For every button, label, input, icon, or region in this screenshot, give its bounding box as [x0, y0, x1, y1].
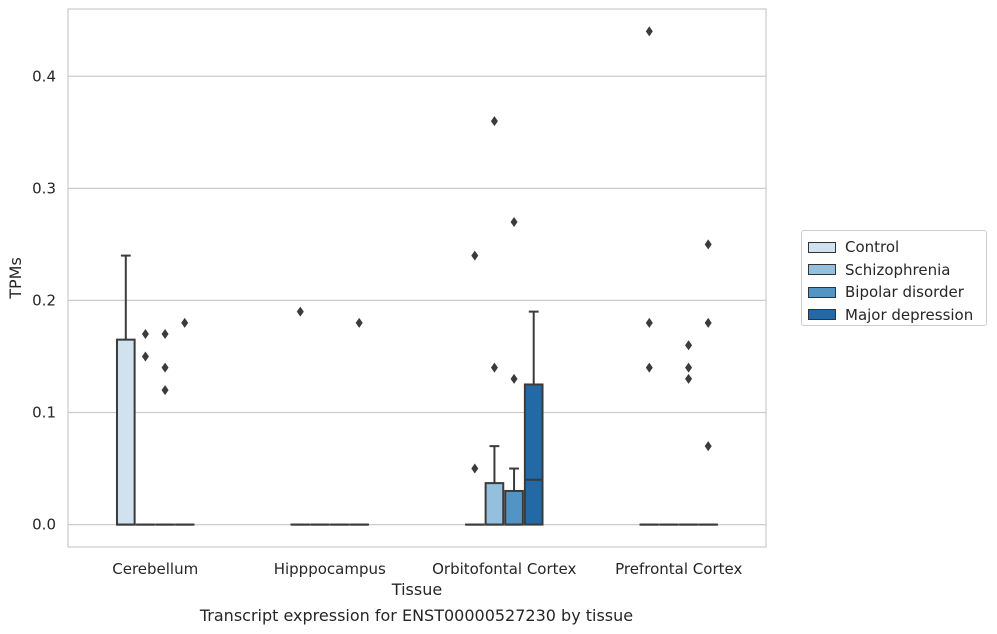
- legend-swatch: [808, 309, 836, 321]
- outlier-point: [141, 351, 149, 362]
- outlier-point: [685, 373, 693, 384]
- box-control-1: [290, 306, 311, 526]
- box-control-2: [464, 250, 485, 526]
- outlier-point: [645, 362, 653, 373]
- legend-item: Bipolar disorder: [808, 281, 986, 304]
- box-body: [115, 338, 136, 526]
- outlier-point: [490, 362, 498, 373]
- outlier-point: [510, 373, 518, 384]
- x-tick-label: Hipppocampus: [274, 560, 386, 578]
- y-tick-label: 0.1: [32, 404, 56, 422]
- outlier-point: [704, 317, 712, 328]
- box-control-3: [639, 26, 660, 526]
- x-tick-label: Cerebellum: [112, 560, 198, 578]
- outlier-point: [355, 317, 363, 328]
- chart-caption: Transcript expression for ENST0000052723…: [199, 606, 634, 625]
- plot-area-frame: [67, 8, 767, 548]
- outlier-point: [471, 250, 479, 261]
- outlier-point: [645, 317, 653, 328]
- box-control-0: [115, 254, 136, 526]
- box-series: [115, 26, 719, 526]
- legend-item: Major depression: [808, 304, 986, 327]
- outlier-point: [296, 306, 304, 317]
- box-bipolar-disorder-0: [155, 329, 175, 526]
- outlier-point: [141, 329, 149, 340]
- y-tick-label: 0.3: [32, 179, 56, 197]
- box-major-depression-3: [698, 239, 719, 526]
- outlier-point: [645, 26, 653, 37]
- y-axis-label: TPMs: [6, 257, 25, 300]
- legend: Control Schizophrenia Bipolar disorder Majo…: [801, 230, 987, 326]
- outlier-point: [704, 239, 712, 250]
- y-tick-label: 0.2: [32, 291, 56, 309]
- box-body: [484, 482, 505, 526]
- outlier-point: [161, 385, 169, 396]
- legend-item: Control: [808, 236, 986, 259]
- x-axis-ticks: Cerebellum Hipppocampus Orbitofontal Corte…: [112, 560, 742, 578]
- legend-label: Schizophrenia: [845, 260, 951, 279]
- box-major-depression-0: [174, 317, 195, 526]
- y-tick-label: 0.0: [32, 516, 56, 534]
- outlier-point: [161, 329, 169, 340]
- x-tick-label: Prefrontal Cortex: [615, 560, 742, 578]
- outlier-point: [685, 340, 693, 351]
- gridlines: [68, 75, 766, 526]
- legend-swatch: [808, 264, 836, 276]
- y-axis-ticks: 0.0 0.1 0.2 0.3 0.4: [32, 67, 56, 533]
- legend-swatch: [808, 286, 836, 298]
- y-tick-label: 0.4: [32, 67, 56, 85]
- box-bipolar-disorder-3: [678, 340, 699, 526]
- box-body: [523, 383, 544, 526]
- box-body: [504, 489, 524, 526]
- box-schizophrenia-0: [135, 329, 156, 526]
- outlier-point: [161, 362, 169, 373]
- box-major-depression-2: [523, 310, 544, 526]
- legend-label: Bipolar disorder: [845, 283, 964, 302]
- outlier-point: [181, 317, 189, 328]
- box-schizophrenia-2: [484, 116, 505, 526]
- legend-swatch: [808, 241, 836, 253]
- outlier-point: [685, 362, 693, 373]
- legend-item: Schizophrenia: [808, 259, 986, 282]
- outlier-point: [490, 116, 498, 127]
- x-tick-label: Orbitofontal Cortex: [432, 560, 576, 578]
- outlier-point: [471, 463, 479, 474]
- box-major-depression-1: [349, 317, 370, 526]
- outlier-point: [704, 441, 712, 452]
- legend-label: Major depression: [845, 305, 974, 324]
- box-bipolar-disorder-2: [504, 216, 524, 526]
- x-axis-label: Tissue: [391, 580, 442, 599]
- outlier-point: [510, 216, 518, 227]
- legend-label: Control: [845, 238, 900, 257]
